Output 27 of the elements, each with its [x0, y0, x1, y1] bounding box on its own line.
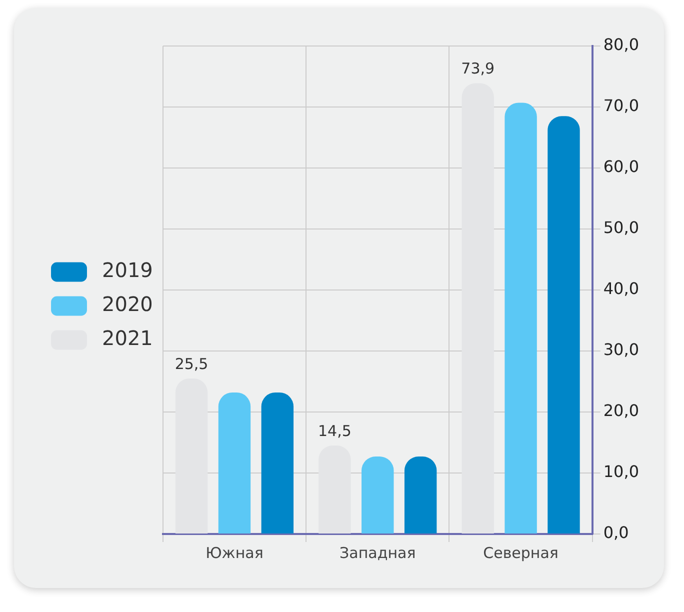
y-tick-label: 80,0: [603, 35, 639, 54]
bar: [504, 102, 537, 534]
y-tick-label: 20,0: [603, 401, 639, 420]
bar: [548, 116, 580, 534]
y-tick-label: 10,0: [603, 462, 639, 482]
bar: [261, 392, 294, 534]
data-label: 14,5: [318, 422, 352, 440]
y-tick-label: 0,0: [603, 523, 629, 542]
y-tick-label: 50,0: [603, 218, 639, 238]
legend-label: 2021: [102, 326, 153, 350]
bar: [404, 456, 437, 534]
legend-label: 2019: [102, 258, 153, 282]
x-tick-label: Западная: [340, 544, 416, 562]
bar: [218, 392, 251, 534]
x-tick-label: Южная: [206, 544, 264, 562]
x-tick-label: Северная: [483, 544, 558, 562]
data-label: 25,5: [174, 354, 208, 373]
y-tick-label: 70,0: [603, 96, 639, 116]
bar: [318, 446, 351, 534]
data-label: 73,9: [461, 60, 495, 78]
y-tick-label: 40,0: [603, 279, 639, 298]
bar: [175, 378, 208, 534]
y-tick-label: 60,0: [603, 157, 639, 176]
legend-label: 2020: [102, 292, 153, 316]
y-tick-label: 30,0: [603, 340, 639, 360]
bar: [462, 83, 494, 534]
bar: [362, 456, 394, 534]
